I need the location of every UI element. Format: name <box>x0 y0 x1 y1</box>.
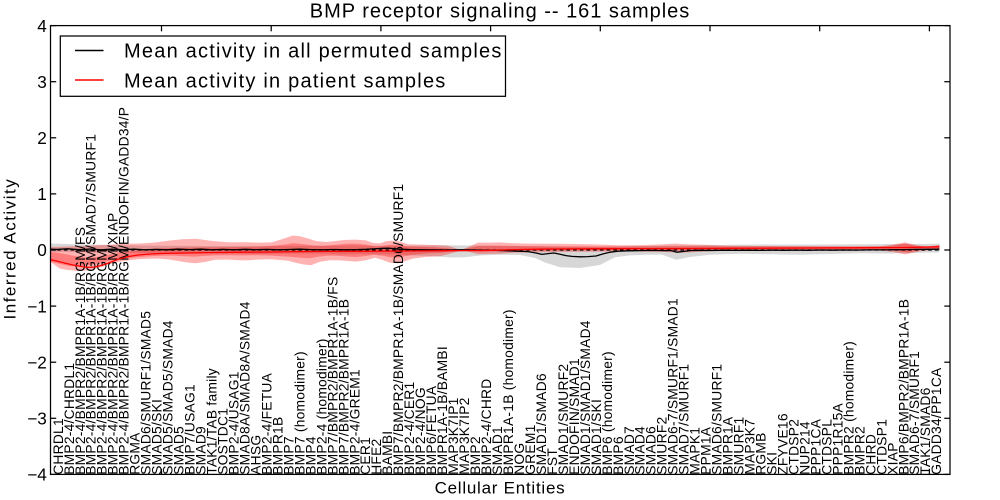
svg-text:BMP6 (homodimer): BMP6 (homodimer) <box>600 351 615 475</box>
svg-text:Mean activity in patient sampl: Mean activity in patient samples <box>124 70 447 92</box>
svg-text:NUP214: NUP214 <box>797 421 812 475</box>
svg-text:SMAD9: SMAD9 <box>194 426 209 475</box>
svg-text:BMPR2: BMPR2 <box>852 426 867 475</box>
svg-text:BMPR1A-1B (homodimer): BMPR1A-1B (homodimer) <box>501 309 516 475</box>
svg-text:MAPK1: MAPK1 <box>688 427 703 475</box>
svg-text:BAMBI: BAMBI <box>380 431 395 475</box>
svg-text:CTDSPL: CTDSPL <box>819 419 834 475</box>
svg-text:BMPR1A: BMPR1A <box>721 416 736 475</box>
svg-text:SMAD6/SMURF1: SMAD6/SMURF1 <box>710 364 725 475</box>
svg-text:GREM1: GREM1 <box>523 424 538 474</box>
svg-text:BMP receptor signaling -- 161: BMP receptor signaling -- 161 samples <box>310 1 691 23</box>
svg-text:BMP2-4/NOG: BMP2-4/NOG <box>413 387 428 475</box>
svg-text:BMP2-4/BMPR2/BMPR1A-1B/RGM/END: BMP2-4/BMPR2/BMPR1A-1B/RGM/ENDOFIN/GADD3… <box>117 107 132 475</box>
svg-text:BMP4: BMP4 <box>303 436 318 475</box>
svg-text:CTDSP2: CTDSP2 <box>787 419 802 475</box>
svg-text:MAP3K7: MAP3K7 <box>743 419 758 475</box>
svg-text:SMAD5: SMAD5 <box>172 426 187 475</box>
svg-text:BMP2-4/FETUA: BMP2-4/FETUA <box>259 372 274 474</box>
svg-text:NOG: NOG <box>512 443 527 475</box>
svg-text:1: 1 <box>37 184 47 204</box>
svg-text:SMAD4: SMAD4 <box>633 426 648 475</box>
svg-text:SMAD6-7/SMURF1: SMAD6-7/SMURF1 <box>907 351 922 475</box>
svg-text:BMP7: BMP7 <box>281 436 296 475</box>
svg-text:BMP6/BMPR2/BMPR1A-1B: BMP6/BMPR2/BMPR1A-1B <box>896 299 911 475</box>
svg-text:CER1: CER1 <box>358 437 373 475</box>
svg-text:PPP1R15A: PPP1R15A <box>830 402 845 474</box>
svg-text:BMPR2 (homodimer): BMPR2 (homodimer) <box>841 341 856 475</box>
svg-text:SMAD5/SMAD5/SMAD4: SMAD5/SMAD5/SMAD4 <box>161 320 176 475</box>
svg-text:4: 4 <box>37 16 47 36</box>
svg-text:SMAD5/SKI: SMAD5/SKI <box>150 399 165 475</box>
svg-text:SMURF1: SMURF1 <box>732 417 747 475</box>
svg-text:TAK1/SMAD6: TAK1/SMAD6 <box>918 387 933 474</box>
svg-text:Mean activity in all permuted: Mean activity in all permuted samples <box>124 41 503 63</box>
svg-text:−3: −3 <box>27 409 47 429</box>
svg-text:SMAD1/SMAD1/SMAD4: SMAD1/SMAD1/SMAD4 <box>578 320 593 475</box>
svg-text:RGMB: RGMB <box>754 432 769 474</box>
svg-text:CTDSP1: CTDSP1 <box>874 419 889 475</box>
svg-text:ZFYVE16: ZFYVE16 <box>776 413 791 475</box>
svg-text:Cellular Entities: Cellular Entities <box>435 479 566 498</box>
svg-text:BMP2-4/BMPR2/BMPR1A-1B/RGM/XIA: BMP2-4/BMPR2/BMPR1A-1B/RGM/XIAP <box>106 213 121 475</box>
svg-text:BMP7/BMPR2/BMPR1A-1B: BMP7/BMPR2/BMPR1A-1B <box>336 299 351 475</box>
svg-text:BMP2-4/CHRD: BMP2-4/CHRD <box>479 379 494 475</box>
svg-text:SMAD1/SMAD6: SMAD1/SMAD6 <box>534 373 549 475</box>
svg-text:−2: −2 <box>27 352 47 372</box>
svg-text:BMP2-4/GREM1: BMP2-4/GREM1 <box>347 369 362 475</box>
svg-text:Inferred Activity: Inferred Activity <box>1 178 20 320</box>
svg-text:2: 2 <box>37 128 47 148</box>
svg-text:SMAD1/SMURF2: SMAD1/SMURF2 <box>556 364 571 475</box>
svg-text:BMP2-4/BMPR2/BMPR1A-1B/RGM: BMP2-4/BMPR2/BMPR1A-1B/RGM <box>95 249 110 475</box>
svg-text:0: 0 <box>37 240 47 260</box>
svg-text:BMP6/FETUA: BMP6/FETUA <box>424 385 439 475</box>
svg-text:−1: −1 <box>27 296 47 316</box>
svg-text:3: 3 <box>37 72 47 92</box>
svg-text:HFE2: HFE2 <box>369 439 384 475</box>
svg-text:BMP2-4/CER1: BMP2-4/CER1 <box>402 382 417 475</box>
svg-text:SMAD6-7/SMURF1/SMAD1: SMAD6-7/SMURF1/SMAD1 <box>666 298 681 475</box>
svg-text:BMPR1A-1B/BAMBI: BMPR1A-1B/BAMBI <box>435 346 450 475</box>
svg-text:BMP2-4/CHRDL1: BMP2-4/CHRDL1 <box>62 363 77 475</box>
svg-text:GADD34/PP1CA: GADD34/PP1CA <box>929 367 944 475</box>
svg-text:SMAD1: SMAD1 <box>490 426 505 475</box>
svg-text:BMP2-4/USAG1: BMP2-4/USAG1 <box>227 371 242 474</box>
svg-text:SMAD1/SKI: SMAD1/SKI <box>589 399 604 475</box>
svg-text:−4: −4 <box>27 465 47 485</box>
svg-text:ENDOFIN/SMAD1: ENDOFIN/SMAD1 <box>567 358 582 475</box>
svg-text:CHRD: CHRD <box>863 434 878 475</box>
svg-text:SMAD6/SMURF1/SMAD5: SMAD6/SMURF1/SMAD5 <box>139 311 154 475</box>
svg-text:BMP7 (homodimer): BMP7 (homodimer) <box>292 351 307 475</box>
svg-text:BMP2: BMP2 <box>468 436 483 475</box>
svg-text:RGMA: RGMA <box>128 432 143 475</box>
svg-text:BMP7/USAG1: BMP7/USAG1 <box>183 384 198 475</box>
svg-text:SKI: SKI <box>765 452 780 475</box>
svg-text:SMURF2: SMURF2 <box>655 417 670 475</box>
svg-text:MAP3K7IP2: MAP3K7IP2 <box>457 397 472 474</box>
svg-text:BMPR1B: BMPR1B <box>270 417 285 475</box>
svg-text:MAP3K7IP1: MAP3K7IP1 <box>446 397 461 474</box>
svg-text:BMP2-4/BMPR2/BMPR1A-1B/RGM/SMA: BMP2-4/BMPR2/BMPR1A-1B/RGM/SMAD7/SMURF1 <box>84 134 99 475</box>
svg-text:SOSTDC1: SOSTDC1 <box>216 408 231 475</box>
svg-text:XIAP: XIAP <box>885 442 900 474</box>
svg-text:AHSG: AHSG <box>248 435 263 475</box>
svg-text:BMP2-4 (homodimer): BMP2-4 (homodimer) <box>314 338 329 474</box>
svg-text:PPM1A: PPM1A <box>699 426 714 475</box>
svg-text:SMAD7: SMAD7 <box>622 426 637 475</box>
svg-text:SMAD6: SMAD6 <box>644 426 659 475</box>
svg-text:BMP6: BMP6 <box>611 436 626 475</box>
svg-text:TAK1/TAB family: TAK1/TAB family <box>205 368 220 475</box>
svg-text:BMP7/BMPR2/BMPR1A-1B/FS: BMP7/BMPR2/BMPR1A-1B/FS <box>325 277 340 475</box>
svg-text:BMP7/BMPR2/BMPR1A-1B/SMAD6/SMU: BMP7/BMPR2/BMPR1A-1B/SMAD6/SMURF1 <box>391 184 406 475</box>
svg-text:PPP1CA: PPP1CA <box>808 418 823 474</box>
svg-text:BMP2-4/BMPR2/BMPR1A-1B/RGM/FS: BMP2-4/BMPR2/BMPR1A-1B/RGM/FS <box>73 227 88 475</box>
svg-text:SMAD7/SMURF1: SMAD7/SMURF1 <box>677 364 692 475</box>
svg-text:FST: FST <box>545 448 560 475</box>
svg-text:CHRDL1: CHRDL1 <box>51 418 66 475</box>
svg-text:SMAD8A/SMAD8A/SMAD4: SMAD8A/SMAD8A/SMAD4 <box>238 301 253 475</box>
